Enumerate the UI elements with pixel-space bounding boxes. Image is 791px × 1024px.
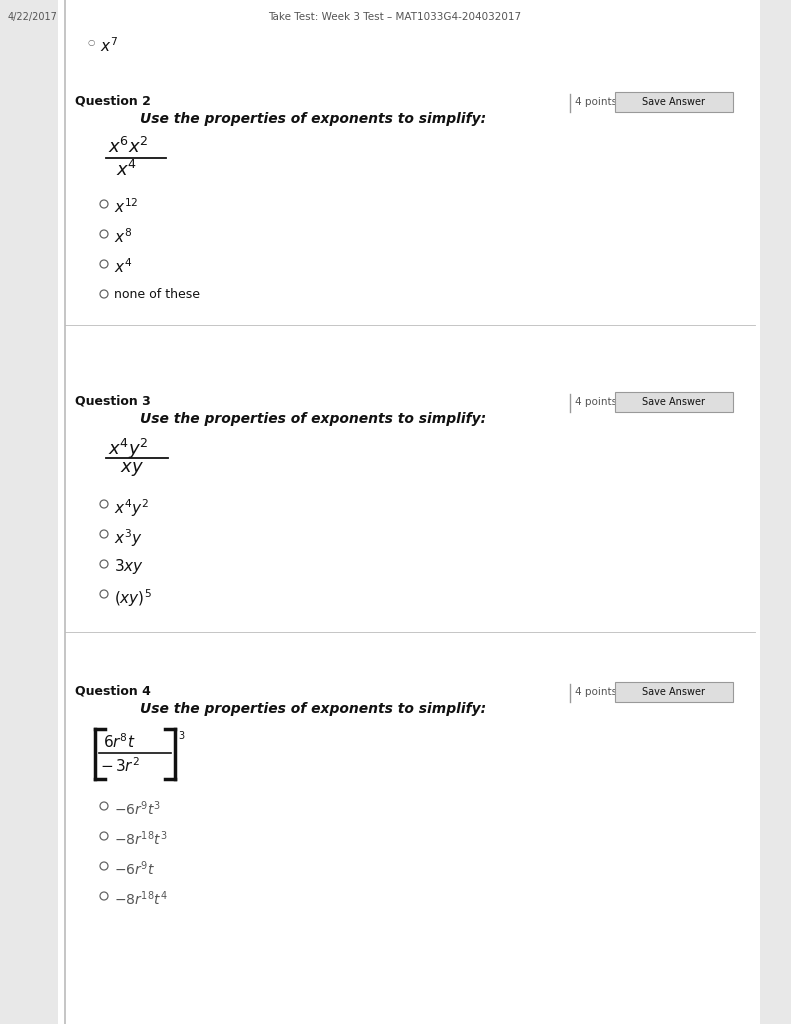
Text: $x^4$: $x^4$ (116, 160, 137, 180)
Text: $x^4y^2$: $x^4y^2$ (114, 497, 149, 519)
FancyBboxPatch shape (615, 92, 733, 112)
Text: $-6r^9t^3$: $-6r^9t^3$ (114, 799, 161, 817)
Text: Use the properties of exponents to simplify:: Use the properties of exponents to simpl… (140, 412, 486, 426)
Text: Save Answer: Save Answer (642, 97, 706, 106)
Bar (58, 0, 760, 1024)
Text: $6r^8t$: $6r^8t$ (103, 732, 135, 751)
Text: Use the properties of exponents to simplify:: Use the properties of exponents to simpl… (140, 112, 486, 126)
Text: Question 4: Question 4 (75, 685, 151, 698)
Text: Save Answer: Save Answer (642, 687, 706, 697)
Text: $x^8$: $x^8$ (114, 227, 132, 246)
Text: $x^6x^2$: $x^6x^2$ (108, 137, 149, 157)
Text: $x^7$: $x^7$ (100, 36, 118, 54)
Text: 4/22/2017: 4/22/2017 (8, 12, 58, 22)
Text: Save Answer: Save Answer (642, 397, 706, 407)
Text: $x^{12}$: $x^{12}$ (114, 197, 138, 216)
Text: $-8r^{18}t^4$: $-8r^{18}t^4$ (114, 889, 168, 907)
Text: Use the properties of exponents to simplify:: Use the properties of exponents to simpl… (140, 702, 486, 716)
Text: $x^4y^2$: $x^4y^2$ (108, 437, 149, 461)
Text: $-6r^9t$: $-6r^9t$ (114, 859, 155, 878)
Text: ○: ○ (88, 38, 95, 47)
Text: 4 points: 4 points (575, 397, 617, 407)
Text: $x^3y$: $x^3y$ (114, 527, 142, 549)
Text: $3xy$: $3xy$ (114, 557, 144, 575)
Text: $(xy)^5$: $(xy)^5$ (114, 587, 152, 608)
Text: $-8r^{18}t^3$: $-8r^{18}t^3$ (114, 829, 168, 848)
Text: $-\,3r^2$: $-\,3r^2$ (100, 756, 140, 775)
FancyBboxPatch shape (615, 682, 733, 702)
Text: 4 points: 4 points (575, 97, 617, 106)
Text: $x^4$: $x^4$ (114, 257, 132, 275)
Text: none of these: none of these (114, 288, 200, 301)
Text: $xy$: $xy$ (120, 460, 144, 478)
Text: 4 points: 4 points (575, 687, 617, 697)
Text: Take Test: Week 3 Test – MAT1033G4-204032017: Take Test: Week 3 Test – MAT1033G4-20403… (268, 12, 521, 22)
Text: $^3$: $^3$ (178, 731, 186, 745)
Text: Question 3: Question 3 (75, 395, 151, 408)
FancyBboxPatch shape (615, 392, 733, 412)
Text: Question 2: Question 2 (75, 95, 151, 108)
